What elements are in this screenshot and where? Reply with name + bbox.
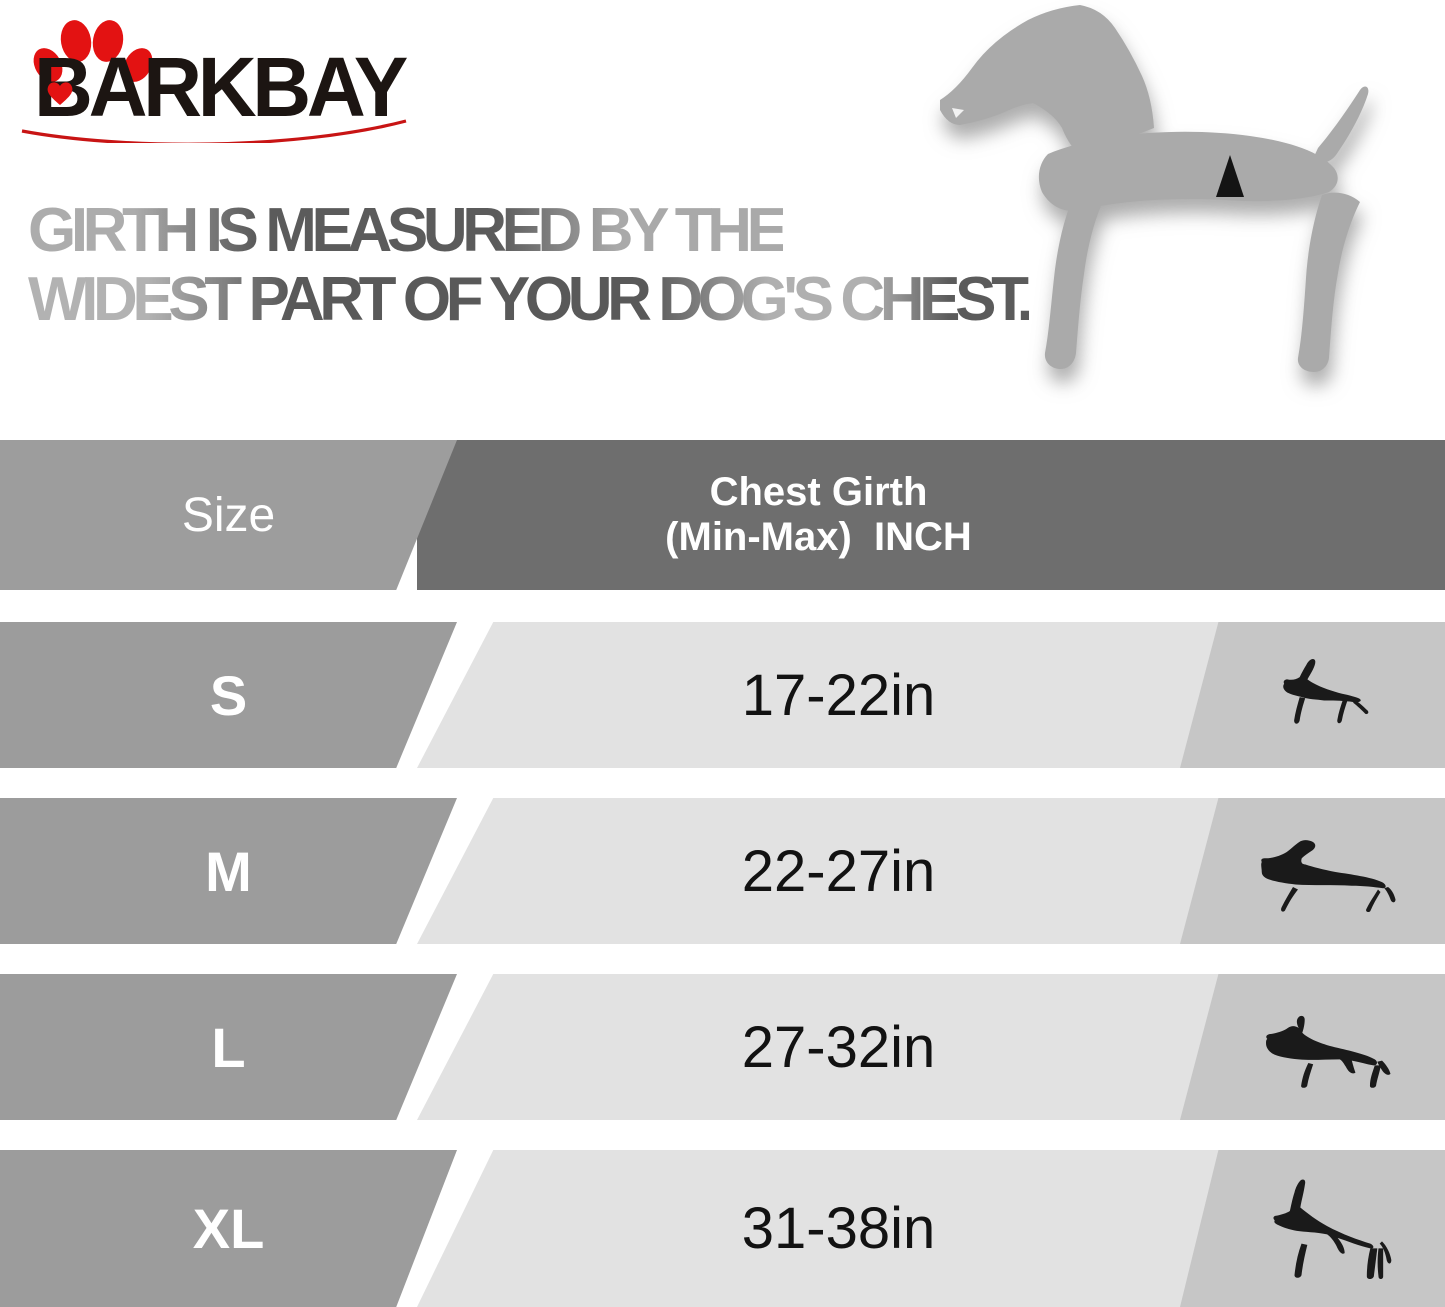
- svg-text:BARKBAY: BARKBAY: [34, 40, 407, 134]
